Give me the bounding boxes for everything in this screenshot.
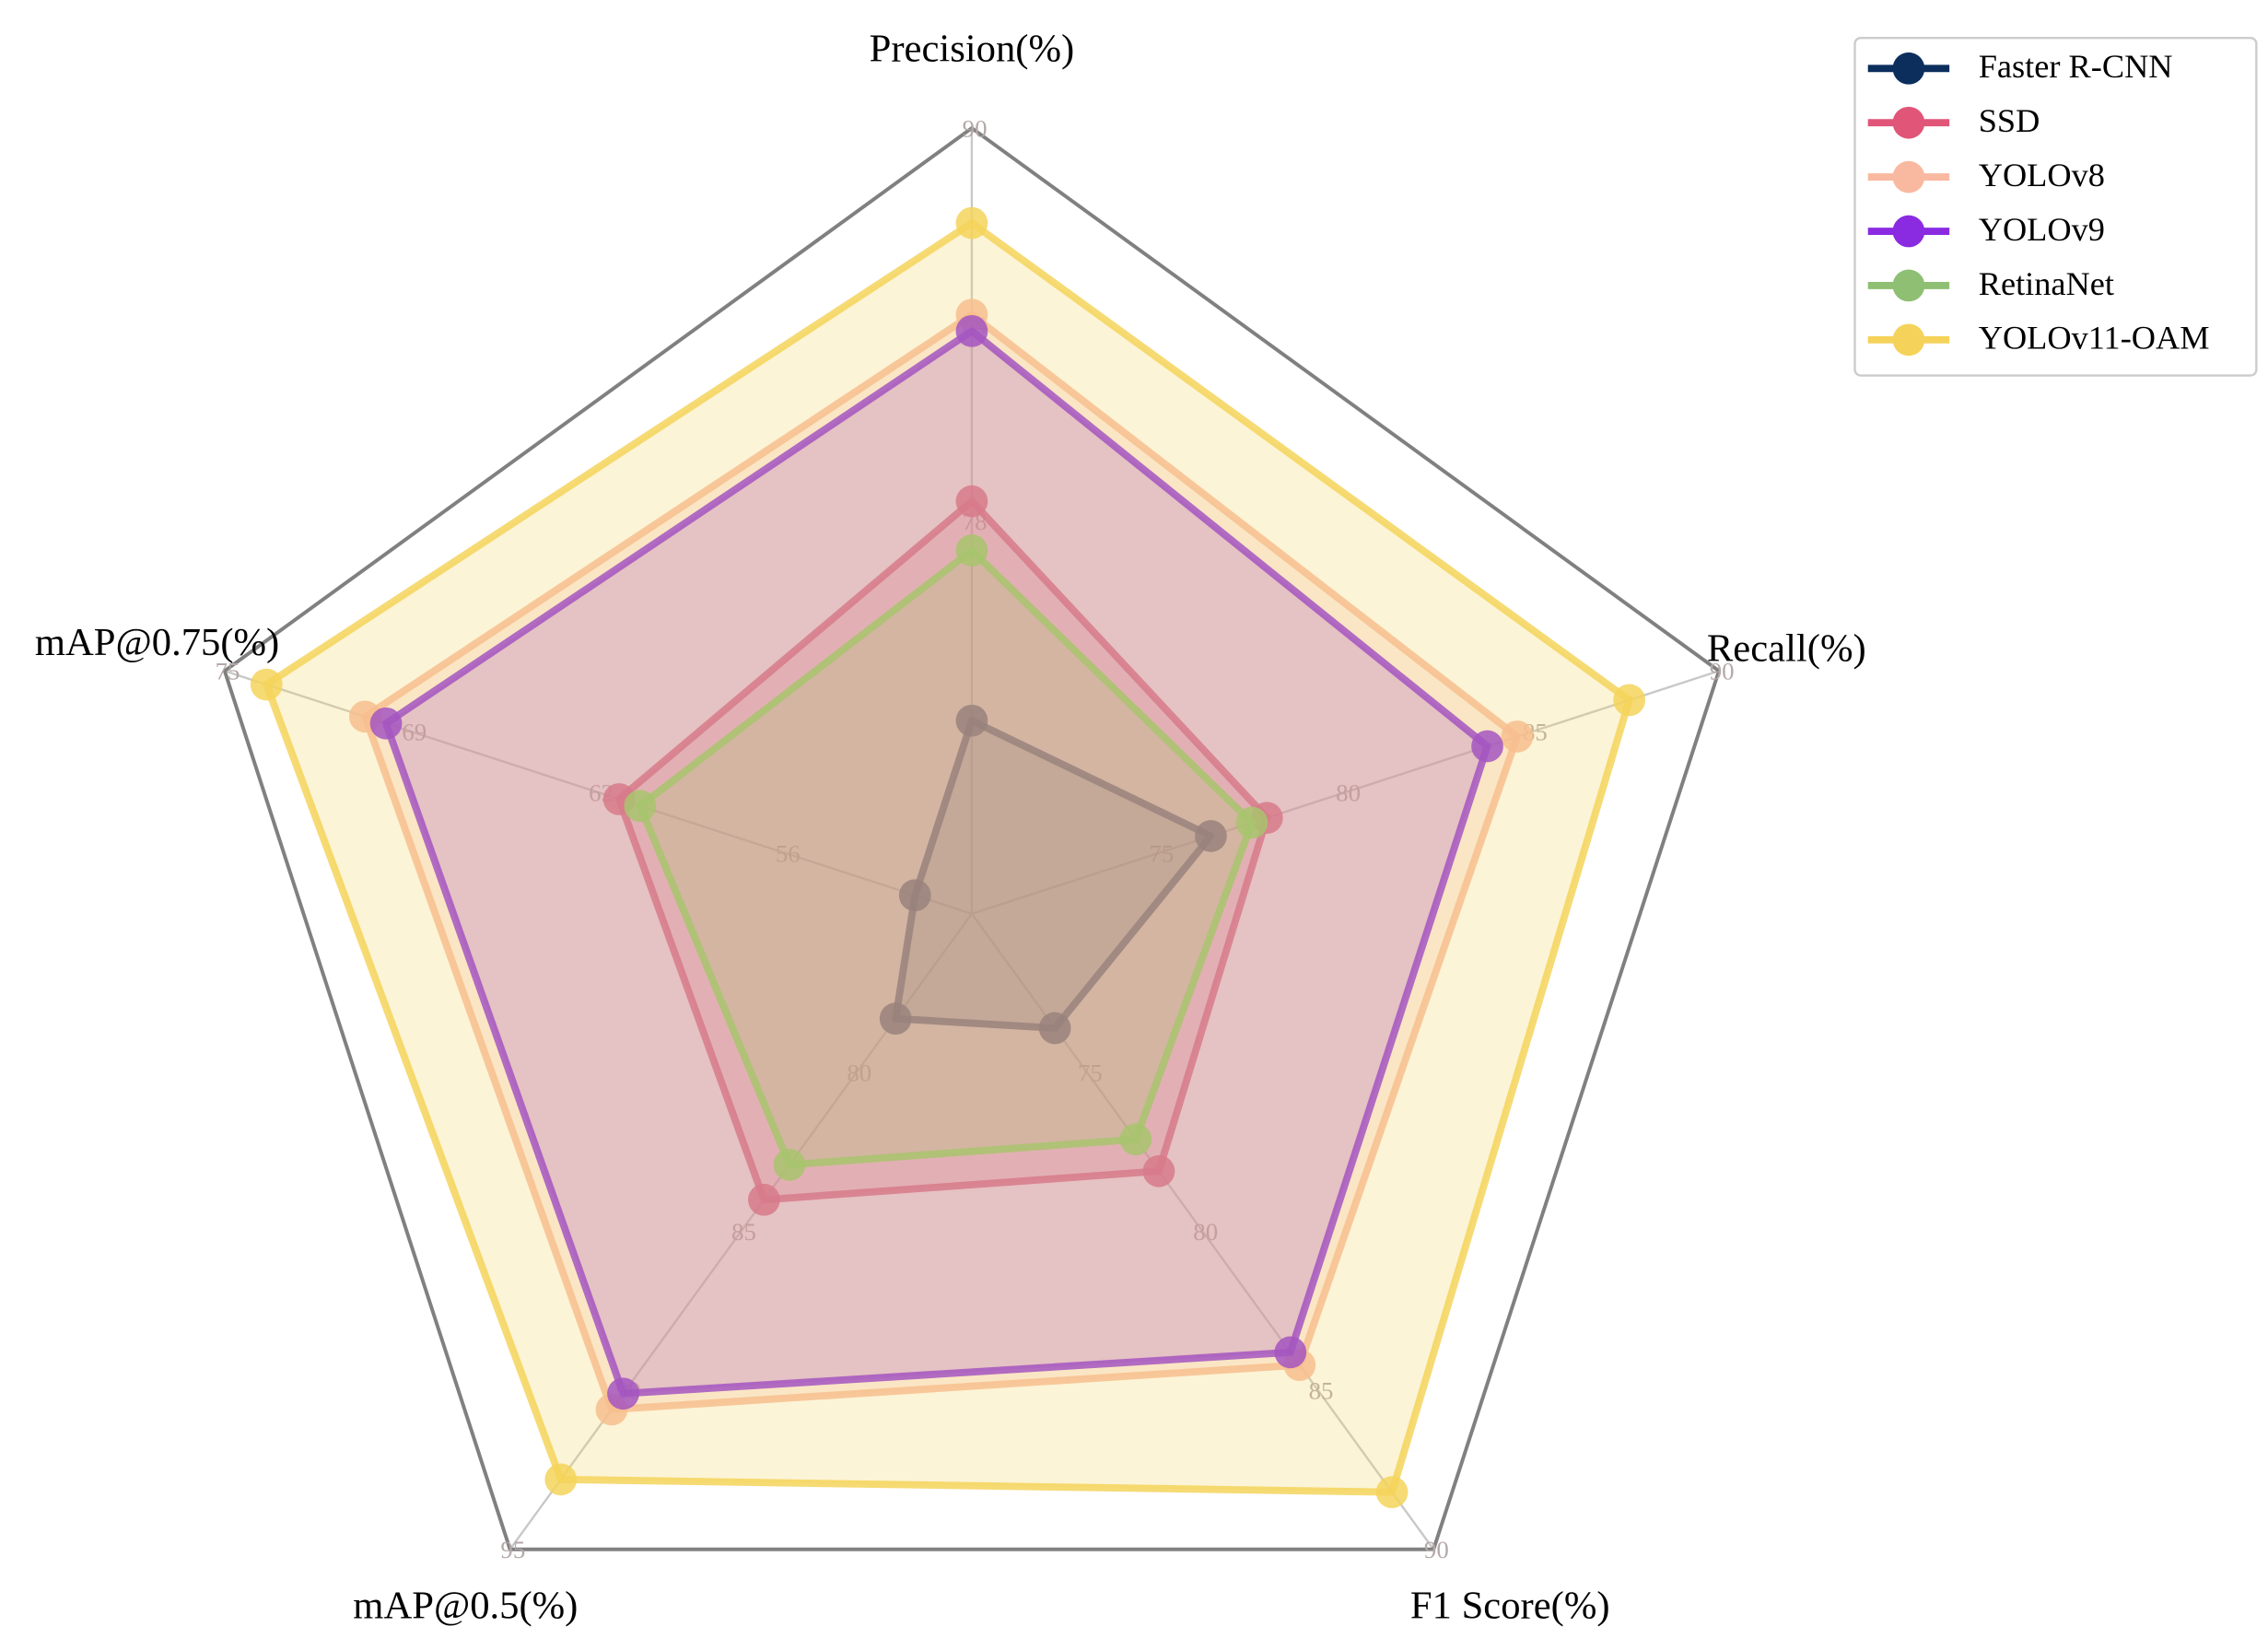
legend-marker — [1892, 52, 1925, 85]
legend-marker — [1892, 269, 1925, 302]
legend-marker — [1892, 323, 1925, 357]
data-point — [1274, 1336, 1307, 1369]
legend-text: YOLOv9 — [1979, 211, 2105, 248]
axis-label: Precision(%) — [870, 28, 1075, 71]
series-area — [382, 327, 1491, 1398]
tick-label: 80 — [1193, 1218, 1218, 1246]
legend-marker — [1892, 160, 1925, 193]
tick-label: 56 — [776, 839, 801, 867]
data-point — [624, 790, 657, 823]
legend-text: YOLOv11-OAM — [1979, 320, 2210, 357]
tick-label: 75 — [216, 658, 240, 685]
axis-label: mAP@0.75(%) — [35, 621, 279, 664]
legend-marker — [1892, 215, 1925, 248]
data-point — [369, 707, 403, 740]
data-point — [1375, 1476, 1409, 1509]
tick-label: 95 — [500, 1536, 525, 1563]
data-point — [879, 1002, 912, 1036]
data-point — [955, 534, 988, 567]
series-area — [636, 546, 1257, 1169]
tick-label: 90 — [1424, 1536, 1449, 1563]
tick-label: 90 — [963, 114, 988, 142]
series-area — [892, 717, 1215, 1032]
tick-label: 75 — [1078, 1059, 1103, 1087]
legend: Faster R-CNN SSD YOLOv8 YOLOv9 RetinaNet YOLO… — [1853, 36, 2258, 377]
axis-label: mAP@0.5(%) — [353, 1584, 578, 1627]
tick-label: 80 — [1336, 778, 1361, 806]
data-point — [1142, 1154, 1175, 1188]
data-point — [773, 1148, 806, 1181]
data-point — [898, 879, 931, 912]
data-point — [1471, 730, 1503, 763]
tick-label: 80 — [847, 1059, 871, 1087]
tick-label: 85 — [731, 1218, 756, 1246]
legend-text: SSD — [1979, 102, 2040, 139]
frame — [222, 125, 1722, 1551]
spoke — [224, 670, 973, 915]
data-point — [955, 704, 988, 737]
data-point — [955, 314, 988, 347]
tick-label: 90 — [1710, 658, 1735, 685]
data-point — [955, 485, 988, 518]
data-point — [1613, 684, 1646, 717]
data-point — [544, 1463, 578, 1496]
axis-label: F1 Score(%) — [1410, 1584, 1610, 1627]
series-area — [361, 310, 1521, 1413]
legend-text: RetinaNet — [1979, 265, 2114, 302]
tick-label: 75 — [1149, 839, 1174, 867]
tick-label: 85 — [1309, 1377, 1334, 1405]
data-point — [747, 1183, 780, 1216]
data-point — [1119, 1123, 1152, 1156]
series-area — [263, 219, 1633, 1496]
data-point — [1235, 806, 1268, 839]
legend-marker — [1892, 106, 1925, 139]
legend-text: YOLOv8 — [1979, 157, 2105, 193]
data-point — [250, 668, 283, 701]
data-point — [607, 1377, 639, 1410]
data-point — [1038, 1012, 1071, 1045]
spoke — [971, 670, 1720, 915]
legend-text: Faster R-CNN — [1979, 48, 2173, 85]
axis-label: Recall(%) — [1707, 626, 1866, 670]
tick-label: 69 — [402, 719, 427, 746]
legend-box — [1853, 36, 2258, 377]
data-point — [1195, 820, 1227, 852]
data-point — [1501, 720, 1534, 753]
data-point — [955, 206, 988, 240]
